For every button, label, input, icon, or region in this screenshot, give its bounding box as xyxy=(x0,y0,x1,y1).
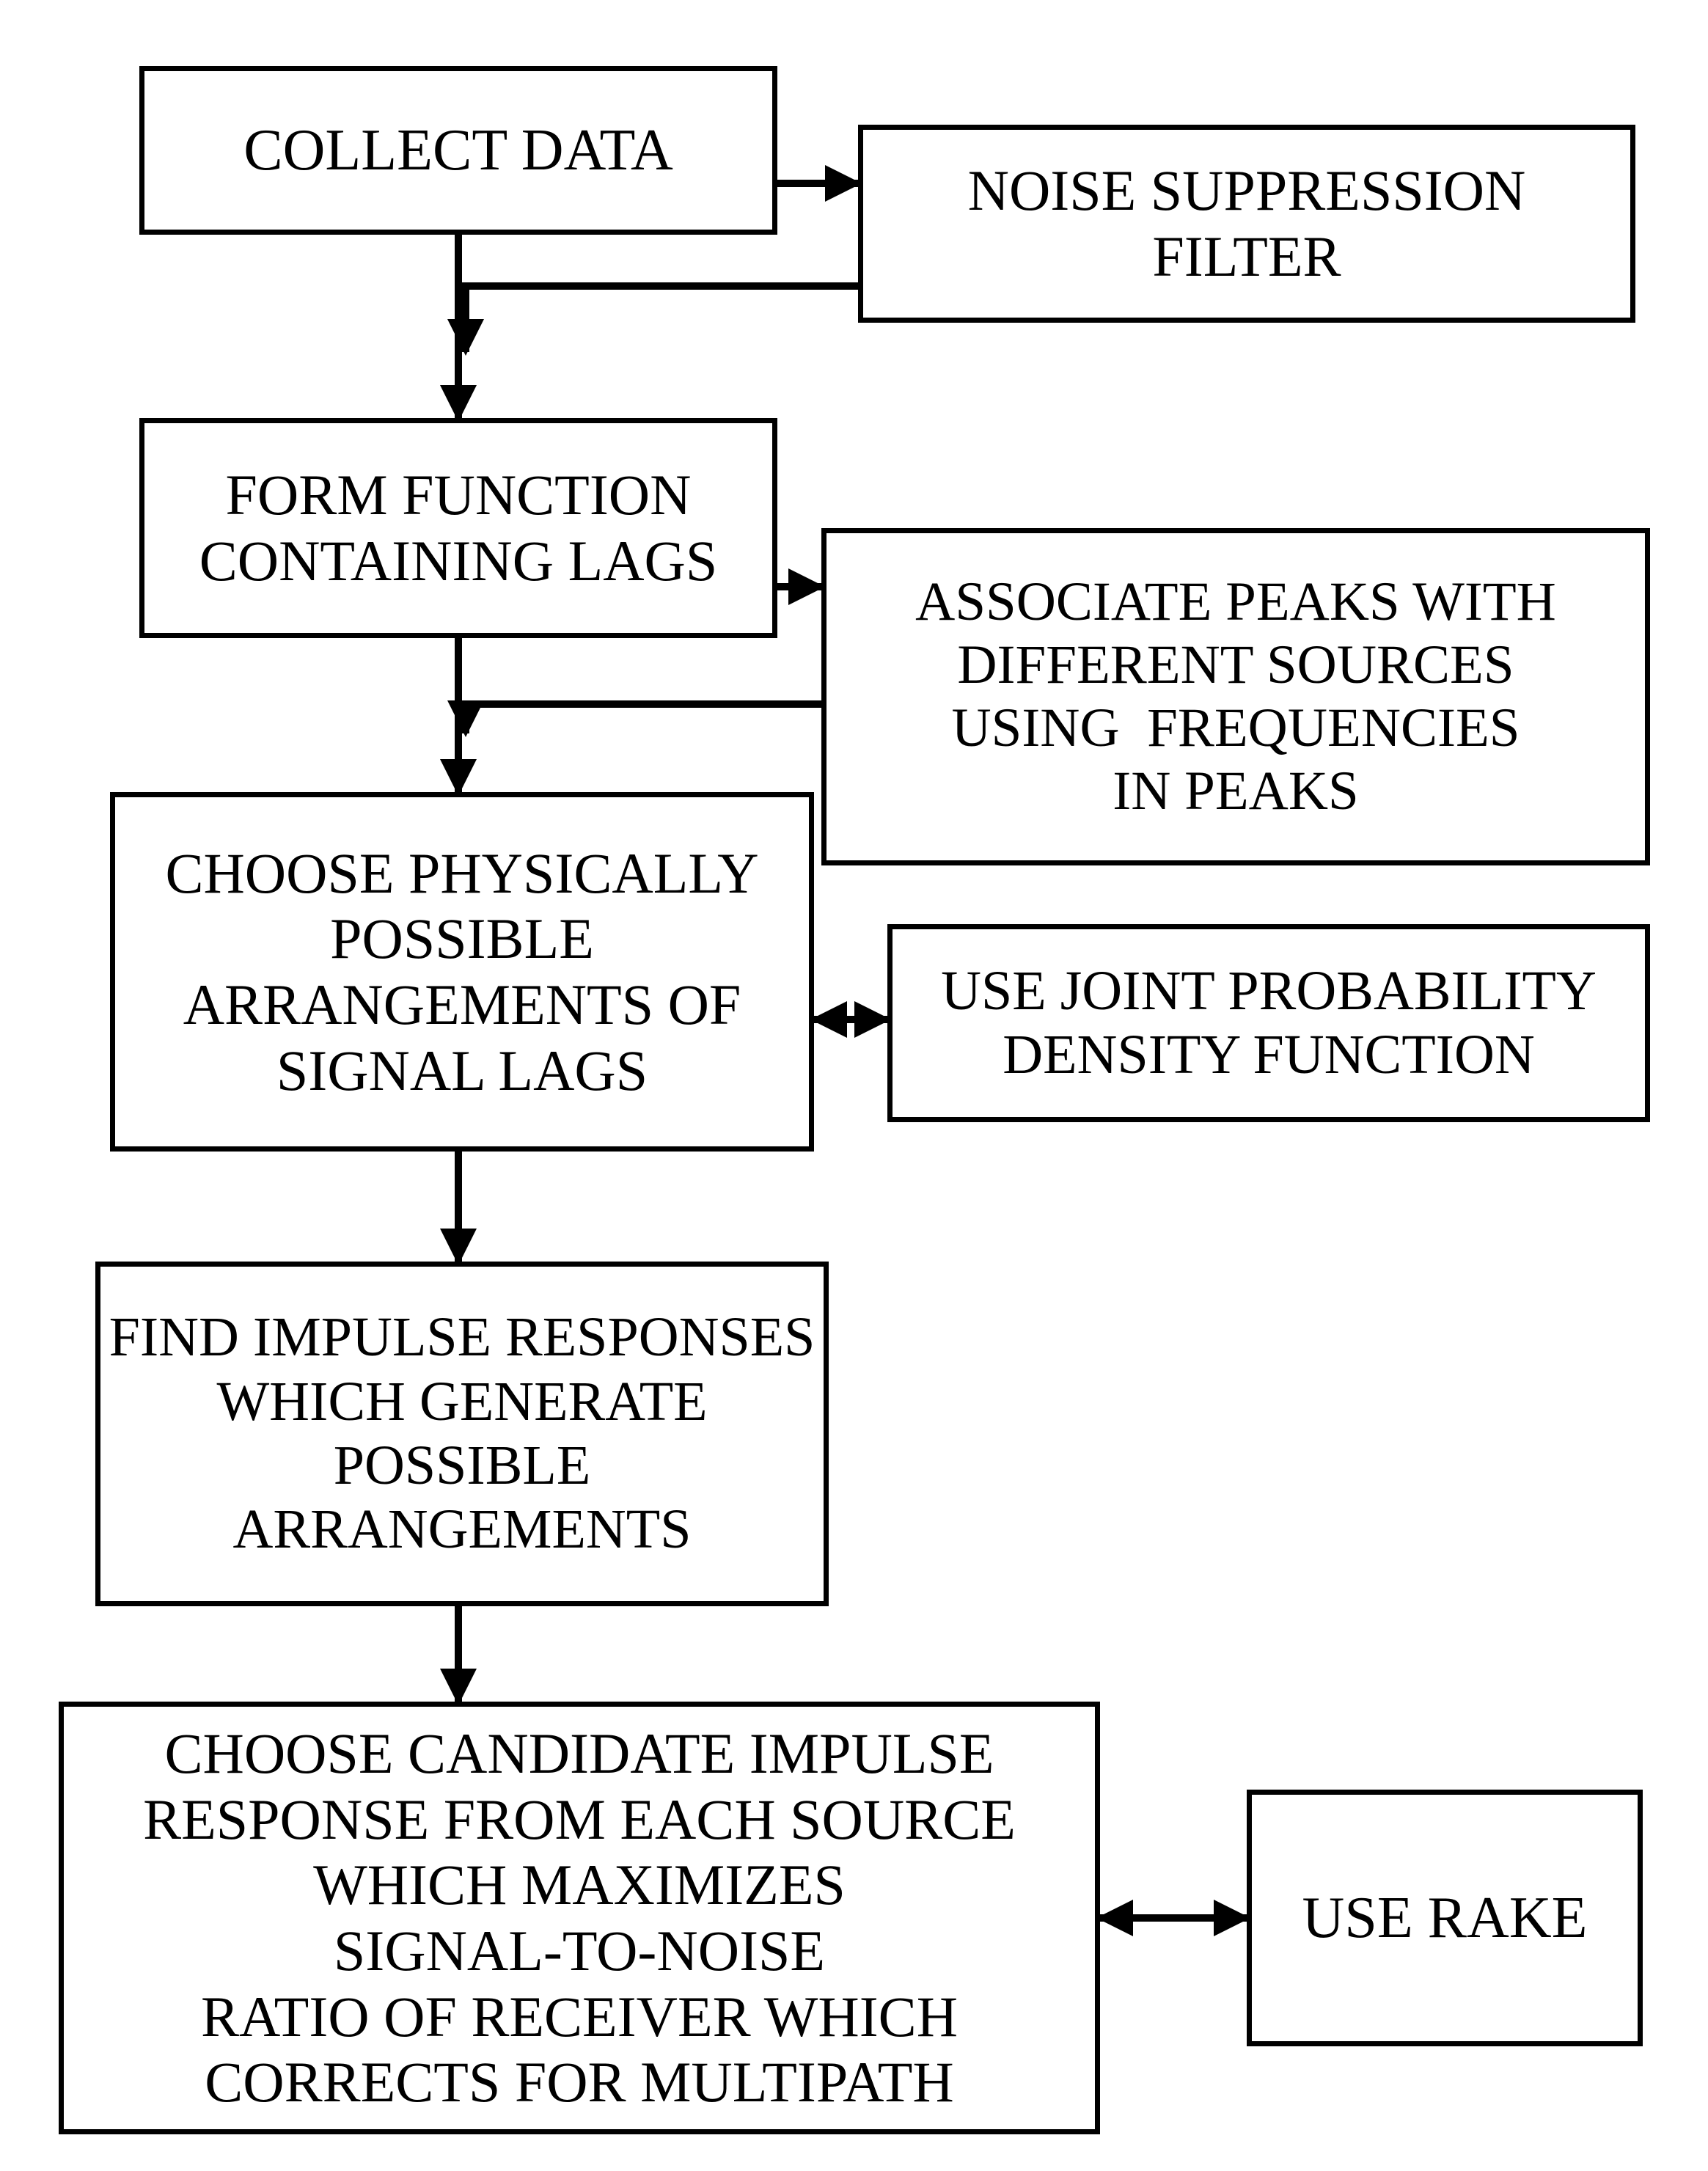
node-noise: NOISE SUPPRESSION FILTER xyxy=(858,125,1635,323)
flowchart-canvas: COLLECT DATA NOISE SUPPRESSION FILTER FORM… xyxy=(0,0,1708,2171)
edge-noise-main xyxy=(466,286,858,352)
node-label-findimp: FIND IMPULSE RESPONSES WHICH GENERATE PO… xyxy=(109,1306,815,1562)
node-candidate: CHOOSE CANDIDATE IMPULSE RESPONSE FROM E… xyxy=(59,1702,1100,2134)
node-label-candidate: CHOOSE CANDIDATE IMPULSE RESPONSE FROM E… xyxy=(143,1721,1016,2115)
node-label-formfn: FORM FUNCTION CONTAINING LAGS xyxy=(199,462,718,593)
node-label-rake: USE RAKE xyxy=(1302,1884,1588,1952)
node-findimp: FIND IMPULSE RESPONSES WHICH GENERATE PO… xyxy=(95,1262,829,1606)
node-choose: CHOOSE PHYSICALLY POSSIBLE ARRANGEMENTS … xyxy=(110,792,814,1152)
node-label-jointpdf: USE JOINT PROBABILITY DENSITY FUNCTION xyxy=(941,959,1597,1088)
node-rake: USE RAKE xyxy=(1247,1790,1643,2046)
node-formfn: FORM FUNCTION CONTAINING LAGS xyxy=(139,418,777,638)
node-label-assoc: ASSOCIATE PEAKS WITH DIFFERENT SOURCES U… xyxy=(915,571,1556,824)
node-jointpdf: USE JOINT PROBABILITY DENSITY FUNCTION xyxy=(887,924,1650,1122)
edge-assoc-main2 xyxy=(466,704,821,733)
node-label-noise: NOISE SUPPRESSION FILTER xyxy=(968,158,1526,289)
node-collect: COLLECT DATA xyxy=(139,66,777,235)
node-assoc: ASSOCIATE PEAKS WITH DIFFERENT SOURCES U… xyxy=(821,528,1650,865)
node-label-choose: CHOOSE PHYSICALLY POSSIBLE ARRANGEMENTS … xyxy=(165,841,758,1104)
node-label-collect: COLLECT DATA xyxy=(243,117,672,184)
